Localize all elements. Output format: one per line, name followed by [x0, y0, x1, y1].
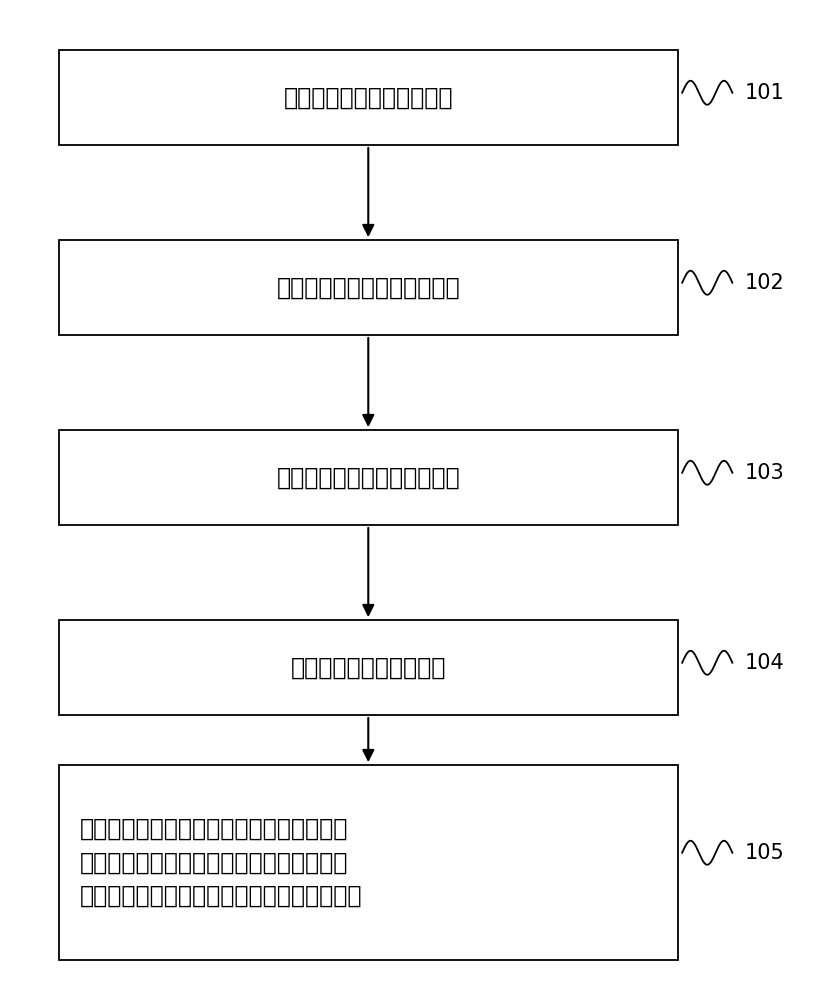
Text: 测量测试材料表面的热流密度: 测量测试材料表面的热流密度: [276, 275, 460, 300]
FancyBboxPatch shape: [59, 765, 677, 960]
Text: 测量测试材料表面的发射率: 测量测试材料表面的发射率: [283, 86, 452, 109]
Text: 102: 102: [744, 273, 783, 293]
Text: 测量测试材料内部的温度历程: 测量测试材料内部的温度历程: [276, 466, 460, 489]
Text: 当测试材料热物性参数已知时，利用材料的
边界条件和初始条件计算材料内部的温度分
布，得到测试材料随温度变化的热导率和热容: 当测试材料热物性参数已知时，利用材料的 边界条件和初始条件计算材料内部的温度分 …: [79, 817, 362, 908]
FancyBboxPatch shape: [59, 430, 677, 525]
FancyBboxPatch shape: [59, 620, 677, 715]
FancyBboxPatch shape: [59, 50, 677, 145]
Text: 105: 105: [744, 843, 783, 863]
Text: 103: 103: [744, 463, 783, 483]
FancyBboxPatch shape: [59, 240, 677, 335]
Text: 104: 104: [744, 653, 783, 673]
Text: 获取测试材料热物性参数: 获取测试材料热物性参数: [290, 656, 446, 680]
Text: 101: 101: [744, 83, 783, 103]
